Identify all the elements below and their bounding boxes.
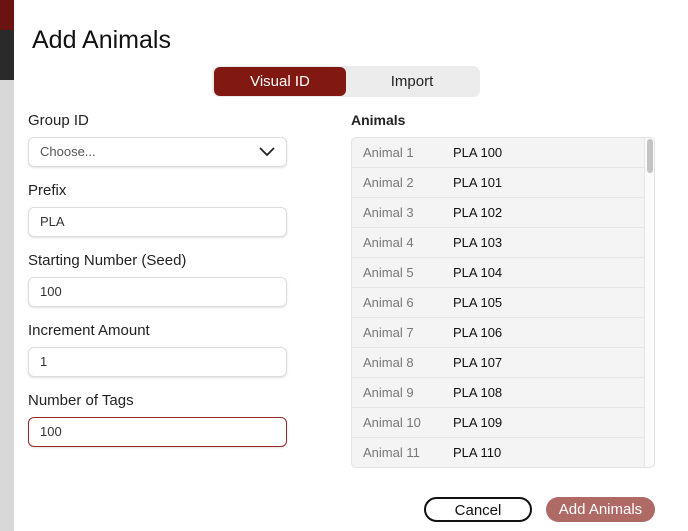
increment-label: Increment Amount [28,322,150,339]
animal-name: Animal 5 [363,265,414,280]
list-item: Animal 4 PLA 103 [352,228,654,258]
animal-tag: PLA 109 [453,415,503,430]
group-id-value: Choose... [40,144,96,159]
list-item: Animal 5 PLA 104 [352,258,654,288]
dialog-title: Add Animals [32,26,171,54]
animals-heading: Animals [351,112,406,128]
cancel-button[interactable]: Cancel [424,497,532,522]
animal-tag: PLA 106 [453,325,503,340]
list-item: Animal 6 PLA 105 [352,288,654,318]
animal-tag: PLA 110 [453,445,502,460]
tab-import[interactable]: Import [390,73,434,90]
animal-name: Animal 4 [363,235,414,250]
animal-name: Animal 7 [363,325,414,340]
animal-tag: PLA 104 [453,265,503,280]
animal-tag: PLA 101 [453,175,503,190]
animal-tag: PLA 107 [453,355,503,370]
number-of-tags-input[interactable]: 100 [28,417,287,447]
prefix-label: Prefix [28,182,67,199]
background-page [0,0,14,531]
animal-name: Animal 10 [363,415,421,430]
list-item: Animal 1 PLA 100 [352,138,654,168]
list-item: Animal 10 PLA 109 [352,408,654,438]
add-animals-button[interactable]: Add Animals [546,497,655,522]
animal-name: Animal 8 [363,355,414,370]
number-of-tags-label: Number of Tags [28,392,134,409]
mode-tabs: Visual ID Import [212,66,480,97]
group-id-label: Group ID [28,112,89,129]
group-id-select[interactable]: Choose... [28,137,287,167]
animal-name: Animal 2 [363,175,414,190]
prefix-input[interactable]: PLA [28,207,287,237]
animal-tag: PLA 100 [453,145,503,160]
chevron-down-icon [259,147,275,157]
animal-name: Animal 3 [363,205,414,220]
animal-tag: PLA 105 [453,295,503,310]
animals-list: Animal 1 PLA 100 Animal 2 PLA 101 Animal 3 PL… [351,137,655,468]
list-item: Animal 9 PLA 108 [352,378,654,408]
list-item: Animal 3 PLA 102 [352,198,654,228]
animal-name: Animal 6 [363,295,414,310]
list-item: Animal 7 PLA 106 [352,318,654,348]
tab-visual-id[interactable]: Visual ID [214,67,346,96]
animal-name: Animal 11 [363,445,420,460]
increment-input[interactable]: 1 [28,347,287,377]
animal-tag: PLA 103 [453,235,503,250]
animal-tag: PLA 102 [453,205,503,220]
seed-label: Starting Number (Seed) [28,252,187,269]
scrollbar-thumb[interactable] [647,139,653,173]
list-item: Animal 8 PLA 107 [352,348,654,378]
animal-tag: PLA 108 [453,385,503,400]
list-item: Animal 11 PLA 110 [352,438,654,467]
animal-name: Animal 9 [363,385,414,400]
animal-name: Animal 1 [363,145,414,160]
seed-input[interactable]: 100 [28,277,287,307]
list-item: Animal 2 PLA 101 [352,168,654,198]
scrollbar[interactable] [644,138,654,467]
